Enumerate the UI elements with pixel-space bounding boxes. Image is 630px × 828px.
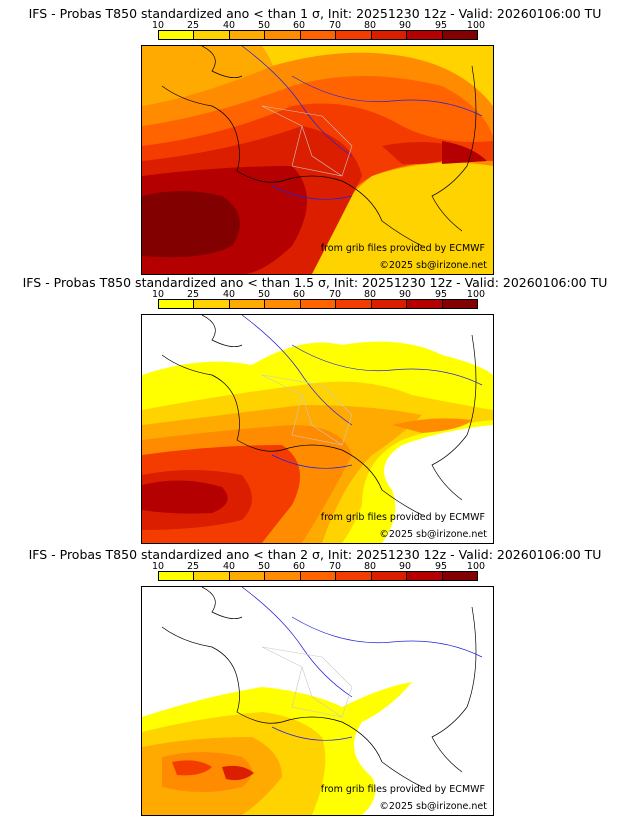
tick-label: 70 [328, 289, 342, 300]
colorbar-ticks: 10 25 40 50 60 70 80 90 95 100 [152, 289, 485, 301]
colorbar [158, 299, 478, 309]
colorbar-segment [371, 572, 408, 580]
tick-label: 95 [434, 20, 448, 31]
tick-label: 80 [363, 20, 377, 31]
tick-label: 50 [257, 289, 271, 300]
tick-label: 100 [466, 289, 486, 300]
map-panel-1.5sigma: IFS - Probas T850 standardized ano < tha… [0, 275, 630, 545]
colorbar-segment [194, 31, 230, 39]
tick-label: 95 [434, 289, 448, 300]
tick-label: 40 [222, 289, 236, 300]
copyright-credit: ©2025 sb@irizone.net [379, 801, 487, 812]
colorbar-segment [159, 300, 195, 308]
colorbar [158, 30, 478, 40]
colorbar-segment [229, 300, 266, 308]
tick-label: 50 [257, 561, 271, 572]
probability-map: from grib files provided by ECMWF ©2025 … [141, 45, 494, 275]
tick-label: 90 [398, 20, 412, 31]
panel-title: IFS - Probas T850 standardized ano < tha… [28, 6, 602, 21]
colorbar-segment [194, 300, 230, 308]
colorbar-segment [159, 572, 195, 580]
data-source-credit: from grib files provided by ECMWF [320, 512, 485, 523]
panel-title: IFS - Probas T850 standardized ano < tha… [22, 275, 608, 290]
colorbar-segment [442, 31, 477, 39]
colorbar-segment [336, 572, 372, 580]
colorbar-segment [336, 31, 372, 39]
data-source-credit: from grib files provided by ECMWF [320, 243, 485, 254]
colorbar-segment [442, 300, 477, 308]
tick-label: 100 [466, 561, 486, 572]
colorbar-segment [300, 572, 337, 580]
panel-title: IFS - Probas T850 standardized ano < tha… [28, 547, 602, 562]
colorbar-segment [265, 300, 301, 308]
tick-label: 80 [363, 561, 377, 572]
tick-label: 25 [186, 20, 200, 31]
colorbar-segment [407, 31, 443, 39]
colorbar-segment [229, 572, 266, 580]
colorbar-segment [407, 572, 443, 580]
colorbar-segment [336, 300, 372, 308]
colorbar-segment [371, 300, 408, 308]
colorbar-segment [229, 31, 266, 39]
colorbar-segment [407, 300, 443, 308]
colorbar-segment [265, 572, 301, 580]
tick-label: 60 [292, 289, 306, 300]
colorbar-ticks: 10 25 40 50 60 70 80 90 95 100 [152, 561, 485, 573]
tick-label: 60 [292, 20, 306, 31]
tick-label: 10 [151, 289, 165, 300]
tick-label: 70 [328, 561, 342, 572]
map-panel-1sigma: IFS - Probas T850 standardized ano < tha… [0, 6, 630, 276]
colorbar-segment [265, 31, 301, 39]
map-panel-2sigma: IFS - Probas T850 standardized ano < tha… [0, 547, 630, 817]
probability-map: from grib files provided by ECMWF ©2025 … [141, 314, 494, 544]
tick-label: 100 [466, 20, 486, 31]
tick-label: 10 [151, 20, 165, 31]
tick-label: 40 [222, 20, 236, 31]
tick-label: 40 [222, 561, 236, 572]
map-field [142, 315, 493, 543]
tick-label: 10 [151, 561, 165, 572]
tick-label: 50 [257, 20, 271, 31]
data-source-credit: from grib files provided by ECMWF [320, 784, 485, 795]
map-field [142, 46, 493, 274]
tick-label: 80 [363, 289, 377, 300]
colorbar-segment [371, 31, 408, 39]
tick-label: 90 [398, 561, 412, 572]
tick-label: 25 [186, 561, 200, 572]
tick-label: 60 [292, 561, 306, 572]
tick-label: 95 [434, 561, 448, 572]
copyright-credit: ©2025 sb@irizone.net [379, 260, 487, 271]
tick-label: 90 [398, 289, 412, 300]
colorbar-segment [300, 300, 337, 308]
colorbar-segment [159, 31, 195, 39]
colorbar [158, 571, 478, 581]
colorbar-ticks: 10 25 40 50 60 70 80 90 95 100 [152, 20, 485, 32]
tick-label: 25 [186, 289, 200, 300]
colorbar-segment [442, 572, 477, 580]
map-field [142, 587, 493, 815]
colorbar-segment [300, 31, 337, 39]
colorbar-segment [194, 572, 230, 580]
probability-map: from grib files provided by ECMWF ©2025 … [141, 586, 494, 816]
copyright-credit: ©2025 sb@irizone.net [379, 529, 487, 540]
tick-label: 70 [328, 20, 342, 31]
